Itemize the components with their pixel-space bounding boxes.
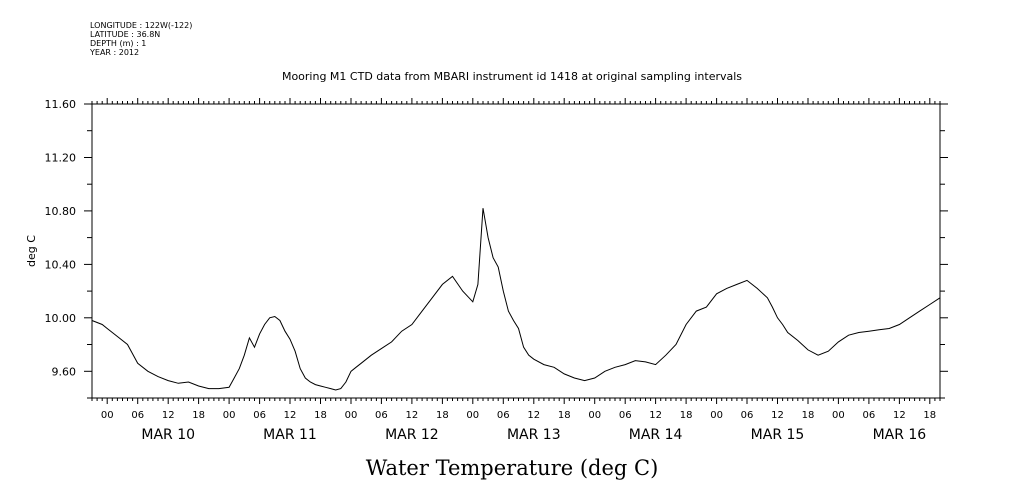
chart-title: Mooring M1 CTD data from MBARI instrumen… — [282, 70, 742, 83]
x-tick-label: 06 — [497, 410, 510, 421]
y-axis-label: deg C — [25, 235, 38, 267]
metadata-block: LONGITUDE : 122W(-122) LATITUDE : 36.8N … — [90, 21, 192, 57]
day-label: MAR 14 — [629, 427, 683, 443]
x-tick-label: 12 — [284, 410, 297, 421]
y-tick-label: 10.40 — [45, 258, 77, 271]
y-tick-labels: 11.60 11.20 10.80 10.40 10.00 9.60 — [45, 98, 77, 378]
x-tick-label: 12 — [649, 410, 662, 421]
y-tick-label: 10.80 — [45, 205, 77, 218]
x-axis-label: Water Temperature (deg C) — [366, 456, 659, 480]
meta-year: YEAR : 2012 — [90, 48, 140, 57]
x-tick-label: 18 — [802, 410, 815, 421]
x-tick-label: 06 — [375, 410, 388, 421]
x-tick-label: 18 — [680, 410, 693, 421]
series-line-water-temperature — [91, 208, 941, 391]
x-tick-label: 12 — [771, 410, 784, 421]
day-label: MAR 15 — [751, 427, 805, 443]
x-tick-label: 12 — [527, 410, 540, 421]
x-tick-label: 00 — [466, 410, 479, 421]
x-tick-label: 06 — [253, 410, 266, 421]
x-tick-label: 00 — [588, 410, 601, 421]
y-tick-label: 9.60 — [52, 365, 77, 378]
x-tick-label: 06 — [619, 410, 632, 421]
axis-ticks — [84, 98, 948, 404]
x-tick-label: 00 — [223, 410, 236, 421]
x-tick-label: 00 — [710, 410, 723, 421]
x-tick-label: 06 — [741, 410, 754, 421]
day-labels: MAR 10 MAR 11 MAR 12 MAR 13 MAR 14 MAR 15 MAR … — [141, 427, 926, 443]
x-tick-label: 00 — [832, 410, 845, 421]
day-label: MAR 12 — [385, 427, 439, 443]
x-tick-label: 18 — [192, 410, 205, 421]
x-tick-label: 06 — [131, 410, 144, 421]
meta-latitude: LATITUDE : 36.8N — [90, 30, 161, 39]
y-tick-label: 10.00 — [45, 312, 77, 325]
x-tick-label: 18 — [314, 410, 327, 421]
x-tick-labels: 00 06 12 18 00 06 12 18 00 06 12 18 00 06 12 18 00 06 12 18… — [101, 410, 936, 421]
day-label: MAR 10 — [141, 427, 195, 443]
x-tick-label: 00 — [345, 410, 358, 421]
x-tick-label: 06 — [863, 410, 876, 421]
x-tick-label: 12 — [162, 410, 175, 421]
plot-frame — [91, 103, 941, 399]
y-tick-label: 11.20 — [45, 152, 77, 165]
x-tick-label: 18 — [558, 410, 571, 421]
day-label: MAR 13 — [507, 427, 561, 443]
x-tick-label: 18 — [436, 410, 449, 421]
x-tick-label: 00 — [101, 410, 114, 421]
y-tick-label: 11.60 — [45, 98, 77, 111]
meta-longitude: LONGITUDE : 122W(-122) — [90, 21, 193, 30]
x-tick-label: 12 — [406, 410, 419, 421]
x-tick-label: 12 — [893, 410, 906, 421]
meta-depth: DEPTH (m) : 1 — [90, 39, 147, 48]
day-label: MAR 16 — [873, 427, 927, 443]
day-label: MAR 11 — [263, 427, 317, 443]
x-tick-label: 18 — [923, 410, 936, 421]
